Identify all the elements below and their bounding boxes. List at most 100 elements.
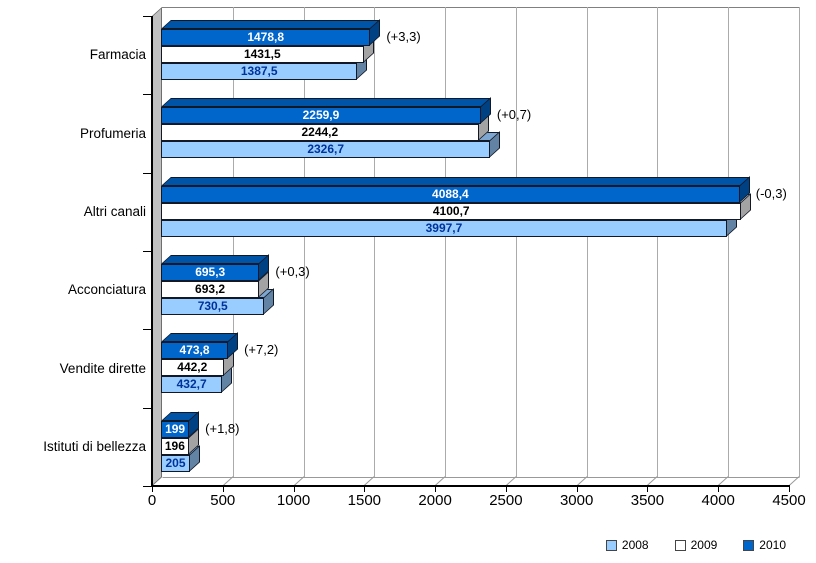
annotation-altri-canali: (-0,3) xyxy=(755,185,787,201)
category-boundary-tick xyxy=(143,94,152,95)
category-boundary-tick xyxy=(143,16,152,17)
gridline-3000 xyxy=(586,7,588,477)
bar-2010-vendite-dirette-value-label: 473,8 xyxy=(179,343,210,358)
bar-2010-acconciatura: 695,3 xyxy=(161,264,260,281)
legend-swatch-2009 xyxy=(674,539,686,551)
bar-2010-acconciatura-value-label: 695,3 xyxy=(195,265,226,279)
category-label-farmacia: Farmacia xyxy=(89,47,146,63)
x-tick-label-3000: 3000 xyxy=(559,492,594,509)
bar-2010-profumeria: 2259,9 xyxy=(161,107,481,125)
x-tick-label-4000: 4000 xyxy=(701,492,735,509)
bar-2009-acconciatura-value-label: 693,2 xyxy=(195,282,226,296)
bar-2010-altri-canali-top-face xyxy=(161,176,750,186)
x-tick-2000 xyxy=(435,487,437,492)
bar-2008-altri-canali-value-label: 3997,7 xyxy=(425,220,463,235)
category-boundary-tick xyxy=(143,486,152,487)
bar-2009-istituti-di-bellezza-value-label: 196 xyxy=(164,438,185,453)
x-tick-label-500: 500 xyxy=(210,492,236,509)
bar-2009-farmacia-value-label: 1431,5 xyxy=(243,47,281,61)
legend-swatch-2010 xyxy=(743,539,755,551)
legend-item-2010: 2010 xyxy=(743,538,786,552)
x-tick-label-3500: 3500 xyxy=(630,492,665,509)
gridline-500 xyxy=(232,7,234,477)
category-boundary-tick xyxy=(143,408,152,409)
annotation-profumeria: (+0,7) xyxy=(496,107,532,123)
bar-2010-vendite-dirette: 473,8 xyxy=(161,342,229,360)
annotation-vendite-dirette: (+7,2) xyxy=(244,342,279,358)
x-tick-4500 xyxy=(789,487,790,492)
legend-swatch-2008 xyxy=(605,539,617,551)
bar-2009-istituti-di-bellezza: 196 xyxy=(161,437,189,455)
bar-2009-acconciatura: 693,2 xyxy=(161,281,260,298)
bar-2010-altri-canali-value-label: 4088,4 xyxy=(432,186,469,201)
legend-label-2009: 2009 xyxy=(690,538,718,552)
bar-2008-farmacia-value-label: 1387,5 xyxy=(240,64,278,78)
bar-2008-istituti-di-bellezza: 205 xyxy=(161,454,191,472)
bar-2009-vendite-dirette: 442,2 xyxy=(161,359,224,377)
gridline-4000 xyxy=(728,7,730,477)
annotation-istituti-di-bellezza: (+1,8) xyxy=(205,420,240,436)
x-tick-label-0: 0 xyxy=(147,492,157,509)
back-wall-top-edge xyxy=(162,7,799,8)
gridline-3500 xyxy=(657,7,659,477)
legend-label-2010: 2010 xyxy=(759,538,786,552)
x-tick-3000 xyxy=(576,487,578,492)
gridline-1500 xyxy=(374,7,376,477)
x-tick-label-2500: 2500 xyxy=(489,492,523,509)
x-tick-0 xyxy=(152,487,153,492)
bar-2010-farmacia: 1478,8 xyxy=(161,29,371,46)
bar-2010-profumeria-top-face xyxy=(161,98,491,108)
bar-2010-istituti-di-bellezza: 199 xyxy=(161,420,190,438)
x-tick-label-2000: 2000 xyxy=(418,492,452,509)
category-boundary-tick xyxy=(143,173,152,174)
x-tick-1000 xyxy=(293,487,295,492)
legend-label-2008: 2008 xyxy=(621,538,649,552)
annotation-farmacia: (+3,3) xyxy=(386,29,421,44)
category-label-istituti-di-bellezza: Istituti di bellezza xyxy=(43,438,146,454)
bar-2008-acconciatura: 730,5 xyxy=(161,298,265,315)
bar-2008-istituti-di-bellezza-value-label: 205 xyxy=(165,455,186,470)
x-tick-label-1500: 1500 xyxy=(347,492,382,509)
gridline-4500 xyxy=(799,7,800,477)
category-label-vendite-dirette: Vendite dirette xyxy=(59,360,146,376)
bar-2010-farmacia-value-label: 1478,8 xyxy=(247,30,285,44)
bar-2008-profumeria-value-label: 2326,7 xyxy=(307,142,345,157)
y-axis-line xyxy=(151,16,153,487)
category-label-altri-canali: Altri canali xyxy=(83,203,146,219)
legend-item-2009: 2009 xyxy=(674,538,718,552)
x-tick-500 xyxy=(222,487,224,492)
bar-2010-profumeria-value-label: 2259,9 xyxy=(302,108,340,123)
x-tick-3500 xyxy=(647,487,649,492)
bar-2008-profumeria: 2326,7 xyxy=(161,141,491,159)
bar-2008-vendite-dirette-value-label: 432,7 xyxy=(176,377,207,392)
category-label-profumeria: Profumeria xyxy=(79,125,146,141)
bar-2010-altri-canali: 4088,4 xyxy=(161,185,740,203)
bar-2009-vendite-dirette-value-label: 442,2 xyxy=(177,360,208,375)
gridline-2500 xyxy=(515,7,517,477)
bar-2008-vendite-dirette: 432,7 xyxy=(161,376,223,394)
bar-2009-farmacia: 1431,5 xyxy=(161,46,364,63)
bar-2010-farmacia-top-face xyxy=(161,20,381,29)
legend: 2008 2009 2010 xyxy=(605,538,786,552)
bar-2009-altri-canali: 4100,7 xyxy=(161,202,742,220)
bar-2009-profumeria: 2244,2 xyxy=(161,124,479,142)
category-boundary-tick xyxy=(143,251,152,252)
category-label-acconciatura: Acconciatura xyxy=(67,282,146,298)
bar-2010-acconciatura-top-face xyxy=(161,255,270,264)
bar-2008-altri-canali: 3997,7 xyxy=(161,219,727,237)
x-tick-1500 xyxy=(364,487,366,492)
category-boundary-tick xyxy=(143,329,152,330)
gridline-1000 xyxy=(303,7,305,477)
bar-2009-altri-canali-value-label: 4100,7 xyxy=(432,203,470,218)
bar-2009-profumeria-value-label: 2244,2 xyxy=(301,125,339,140)
bar-2010-istituti-di-bellezza-value-label: 199 xyxy=(165,421,186,436)
x-tick-label-4500: 4500 xyxy=(772,492,806,509)
annotation-acconciatura: (+0,3) xyxy=(275,264,310,279)
x-tick-label-1000: 1000 xyxy=(276,492,311,509)
x-axis-line xyxy=(151,485,790,487)
bar-2008-farmacia: 1387,5 xyxy=(161,63,358,80)
gridline-2000 xyxy=(445,7,447,477)
legend-item-2008: 2008 xyxy=(605,538,649,552)
x-tick-4000 xyxy=(718,487,720,492)
